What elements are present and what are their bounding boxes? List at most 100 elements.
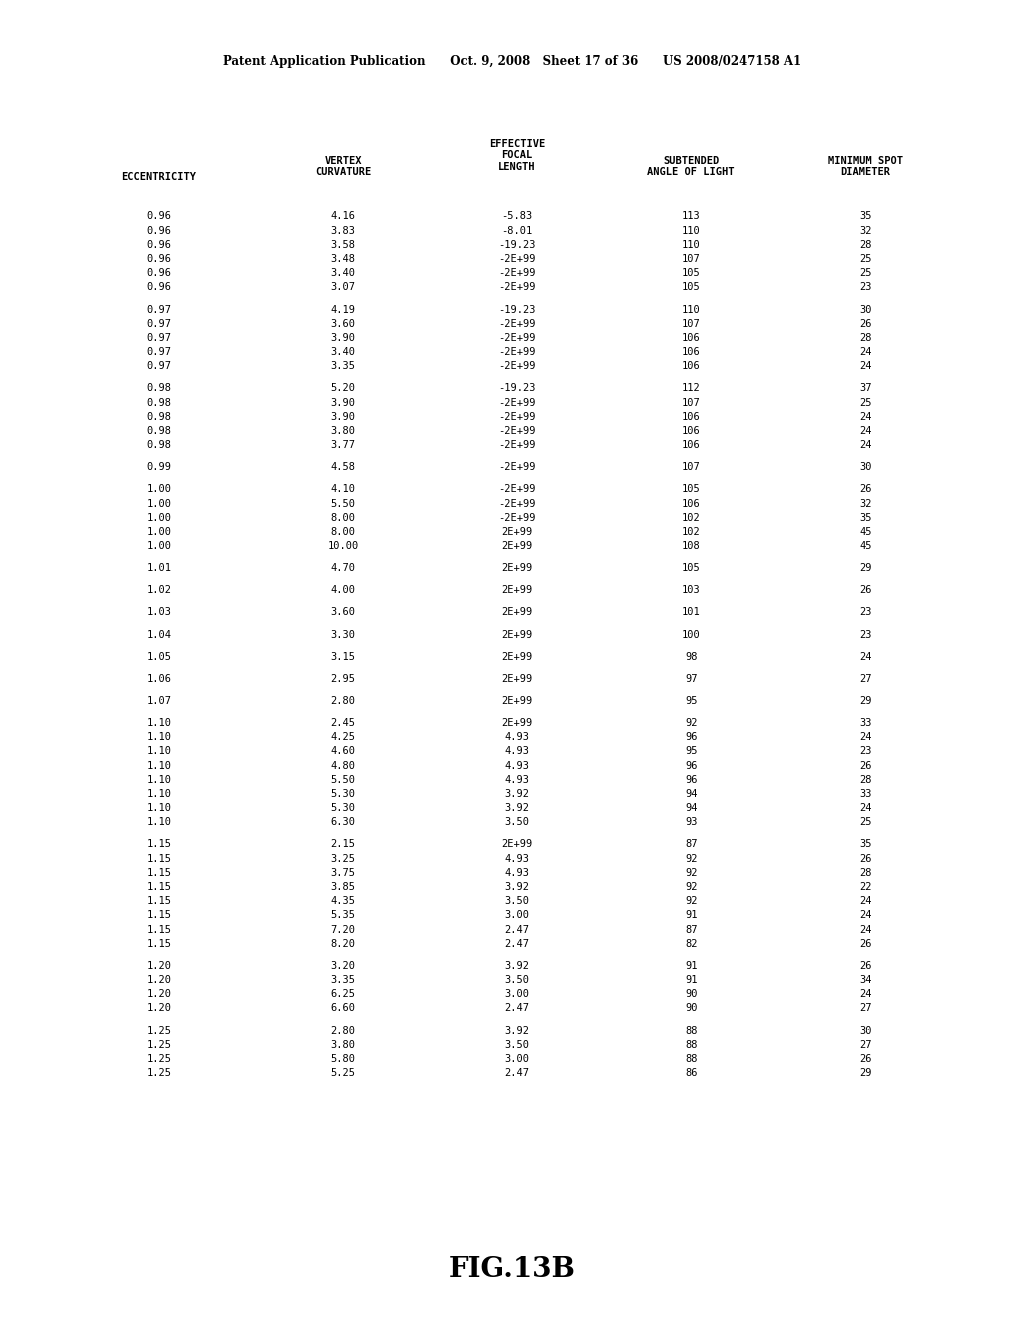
Text: 1.15: 1.15 [146, 882, 171, 892]
Text: 1.15: 1.15 [146, 911, 171, 920]
Text: 24: 24 [859, 652, 871, 661]
Text: 1.15: 1.15 [146, 840, 171, 850]
Text: 106: 106 [682, 347, 700, 358]
Text: 2.80: 2.80 [331, 696, 355, 706]
Text: 29: 29 [859, 696, 871, 706]
Text: 32: 32 [859, 499, 871, 508]
Text: 1.10: 1.10 [146, 746, 171, 756]
Text: 4.93: 4.93 [505, 760, 529, 771]
Text: 3.83: 3.83 [331, 226, 355, 236]
Text: 24: 24 [859, 989, 871, 999]
Text: 3.90: 3.90 [331, 412, 355, 422]
Text: -2E+99: -2E+99 [499, 426, 536, 436]
Text: 2E+99: 2E+99 [502, 564, 532, 573]
Text: 25: 25 [859, 397, 871, 408]
Text: 1.00: 1.00 [146, 484, 171, 495]
Text: -8.01: -8.01 [502, 226, 532, 236]
Text: 3.80: 3.80 [331, 426, 355, 436]
Text: 1.04: 1.04 [146, 630, 171, 640]
Text: 2.45: 2.45 [331, 718, 355, 729]
Text: 1.10: 1.10 [146, 718, 171, 729]
Text: 92: 92 [685, 882, 697, 892]
Text: 27: 27 [859, 673, 871, 684]
Text: 4.16: 4.16 [331, 211, 355, 222]
Text: 1.05: 1.05 [146, 652, 171, 661]
Text: 3.92: 3.92 [505, 803, 529, 813]
Text: EFFECTIVE
FOCAL
LENGTH: EFFECTIVE FOCAL LENGTH [489, 139, 545, 172]
Text: 3.15: 3.15 [331, 652, 355, 661]
Text: 92: 92 [685, 867, 697, 878]
Text: 30: 30 [859, 305, 871, 314]
Text: 24: 24 [859, 924, 871, 935]
Text: 2.80: 2.80 [331, 1026, 355, 1036]
Text: 1.15: 1.15 [146, 896, 171, 907]
Text: -2E+99: -2E+99 [499, 412, 536, 422]
Text: 3.50: 3.50 [505, 975, 529, 985]
Text: 2E+99: 2E+99 [502, 673, 532, 684]
Text: 1.25: 1.25 [146, 1026, 171, 1036]
Text: VERTEX
CURVATURE: VERTEX CURVATURE [315, 156, 371, 177]
Text: 93: 93 [685, 817, 697, 828]
Text: 29: 29 [859, 1068, 871, 1078]
Text: 35: 35 [859, 512, 871, 523]
Text: 33: 33 [859, 789, 871, 799]
Text: 24: 24 [859, 911, 871, 920]
Text: 3.92: 3.92 [505, 961, 529, 972]
Text: 1.10: 1.10 [146, 789, 171, 799]
Text: 26: 26 [859, 1053, 871, 1064]
Text: -2E+99: -2E+99 [499, 362, 536, 371]
Text: 0.97: 0.97 [146, 318, 171, 329]
Text: 2.47: 2.47 [505, 1068, 529, 1078]
Text: 4.19: 4.19 [331, 305, 355, 314]
Text: 28: 28 [859, 333, 871, 343]
Text: 26: 26 [859, 854, 871, 863]
Text: 0.98: 0.98 [146, 412, 171, 422]
Text: 3.30: 3.30 [331, 630, 355, 640]
Text: 0.96: 0.96 [146, 226, 171, 236]
Text: 1.03: 1.03 [146, 607, 171, 618]
Text: 91: 91 [685, 975, 697, 985]
Text: 26: 26 [859, 939, 871, 949]
Text: 28: 28 [859, 240, 871, 249]
Text: 32: 32 [859, 226, 871, 236]
Text: 3.85: 3.85 [331, 882, 355, 892]
Text: 82: 82 [685, 939, 697, 949]
Text: 91: 91 [685, 911, 697, 920]
Text: 24: 24 [859, 803, 871, 813]
Text: 1.00: 1.00 [146, 512, 171, 523]
Text: 1.10: 1.10 [146, 803, 171, 813]
Text: 0.97: 0.97 [146, 305, 171, 314]
Text: 5.25: 5.25 [331, 1068, 355, 1078]
Text: 2E+99: 2E+99 [502, 718, 532, 729]
Text: 8.00: 8.00 [331, 527, 355, 537]
Text: ECCENTRICITY: ECCENTRICITY [121, 172, 197, 182]
Text: 2E+99: 2E+99 [502, 696, 532, 706]
Text: 105: 105 [682, 282, 700, 293]
Text: 5.35: 5.35 [331, 911, 355, 920]
Text: 3.75: 3.75 [331, 867, 355, 878]
Text: 4.93: 4.93 [505, 854, 529, 863]
Text: 100: 100 [682, 630, 700, 640]
Text: 3.92: 3.92 [505, 789, 529, 799]
Text: 4.93: 4.93 [505, 775, 529, 785]
Text: 37: 37 [859, 383, 871, 393]
Text: 1.20: 1.20 [146, 961, 171, 972]
Text: 96: 96 [685, 760, 697, 771]
Text: 27: 27 [859, 1040, 871, 1049]
Text: 3.00: 3.00 [505, 911, 529, 920]
Text: 3.77: 3.77 [331, 440, 355, 450]
Text: 0.97: 0.97 [146, 362, 171, 371]
Text: 90: 90 [685, 989, 697, 999]
Text: 3.40: 3.40 [331, 347, 355, 358]
Text: 35: 35 [859, 840, 871, 850]
Text: 45: 45 [859, 541, 871, 552]
Text: 3.92: 3.92 [505, 882, 529, 892]
Text: 8.20: 8.20 [331, 939, 355, 949]
Text: 1.06: 1.06 [146, 673, 171, 684]
Text: 0.98: 0.98 [146, 440, 171, 450]
Text: 1.10: 1.10 [146, 817, 171, 828]
Text: 3.48: 3.48 [331, 253, 355, 264]
Text: 106: 106 [682, 333, 700, 343]
Text: 4.93: 4.93 [505, 867, 529, 878]
Text: 2E+99: 2E+99 [502, 840, 532, 850]
